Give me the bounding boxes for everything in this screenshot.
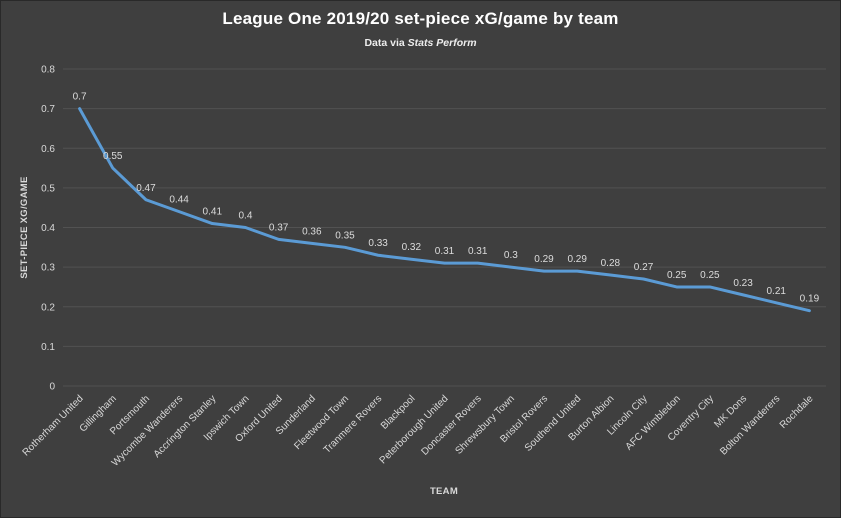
x-category-label: Rochdale — [778, 393, 816, 431]
x-category-label: Tranmere Rovers — [322, 393, 385, 456]
y-tick-label: 0.8 — [41, 65, 55, 76]
chart-subtitle: Data via Stats Perform — [1, 37, 840, 49]
data-label: 0.4 — [239, 211, 253, 222]
data-label: 0.33 — [368, 238, 388, 249]
y-tick-label: 0.5 — [41, 183, 55, 194]
data-label: 0.41 — [203, 207, 223, 218]
data-label: 0.23 — [733, 278, 753, 289]
data-label: 0.29 — [534, 254, 554, 265]
x-category-label: Bolton Wanderers — [718, 393, 782, 457]
data-label: 0.28 — [601, 258, 621, 269]
data-label: 0.27 — [634, 262, 654, 273]
y-axis-title: SET-PIECE XG/GAME — [19, 176, 30, 278]
data-label: 0.36 — [302, 226, 322, 237]
data-label: 0.37 — [269, 222, 289, 233]
data-label: 0.55 — [103, 151, 123, 162]
data-label: 0.47 — [136, 183, 156, 194]
grid-layer: 0 0.1 0.2 0.3 0.4 0.5 0.6 0.7 0.8 — [41, 65, 826, 393]
data-label: 0.44 — [169, 195, 189, 206]
x-category-label: Doncaster Rovers — [419, 393, 483, 457]
data-label: 0.29 — [567, 254, 587, 265]
series-layer — [78, 107, 811, 313]
data-label: 0.32 — [402, 242, 422, 253]
y-tick-label: 0.1 — [41, 342, 55, 353]
data-label: 0.35 — [335, 230, 355, 241]
x-axis-title: TEAM — [430, 486, 458, 497]
x-category-label: Rotherham United — [21, 393, 86, 458]
y-tick-label: 0.2 — [41, 302, 55, 313]
y-tick-label: 0.3 — [41, 263, 55, 274]
data-label: 0.25 — [667, 270, 687, 281]
chart-subtitle-prefix: Data via — [364, 37, 408, 49]
chart-subtitle-source: Stats Perform — [407, 37, 477, 49]
y-tick-label: 0.6 — [41, 144, 55, 155]
chart-title: League One 2019/20 set-piece xG/game by … — [222, 9, 619, 28]
x-category-label: Shrewsbury Town — [454, 393, 517, 456]
y-tick-label: 0 — [49, 382, 55, 393]
y-tick-label: 0.4 — [41, 223, 55, 234]
data-label: 0.31 — [435, 246, 455, 257]
y-tick-label: 0.7 — [41, 104, 55, 115]
data-label: 0.7 — [73, 92, 87, 103]
data-label: 0.31 — [468, 246, 488, 257]
data-label: 0.3 — [504, 250, 518, 261]
data-label: 0.21 — [767, 286, 787, 297]
x-category-label: Accrington Stanley — [152, 393, 219, 460]
data-label: 0.25 — [700, 270, 720, 281]
line-series — [78, 107, 811, 313]
data-label: 0.19 — [800, 294, 820, 305]
